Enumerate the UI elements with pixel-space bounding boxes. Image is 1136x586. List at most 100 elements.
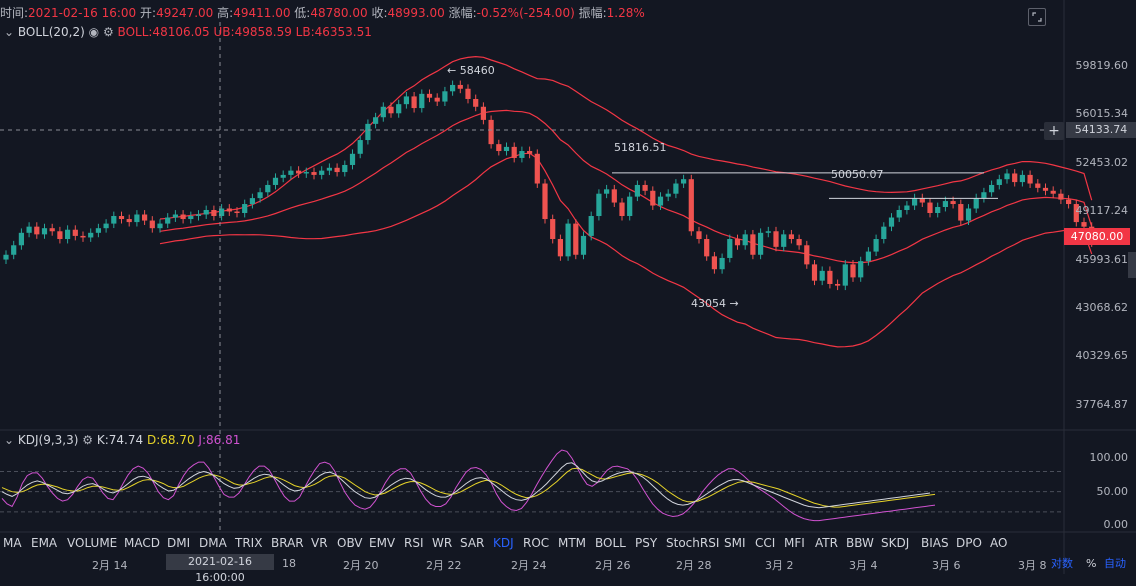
candle-body xyxy=(34,226,40,235)
indicator-macd[interactable]: MACD xyxy=(124,536,160,550)
indicator-atr[interactable]: ATR xyxy=(815,536,838,550)
candle-body xyxy=(257,192,263,199)
indicator-trix[interactable]: TRIX xyxy=(235,536,263,550)
candle-body xyxy=(557,239,563,257)
indicator-ma[interactable]: MA xyxy=(3,536,22,550)
candle-body xyxy=(919,198,925,203)
candle-body xyxy=(742,234,748,246)
fullscreen-icon[interactable] xyxy=(1028,8,1046,26)
indicator-dmi[interactable]: DMI xyxy=(167,536,191,550)
indicator-smi[interactable]: SMI xyxy=(724,536,746,550)
candle-body xyxy=(65,229,71,240)
candle-body xyxy=(727,239,733,258)
auto-scale-toggle[interactable]: 自动 xyxy=(1104,557,1126,570)
candle-body xyxy=(165,217,171,224)
boll-mid-value: BOLL:48106.05 xyxy=(117,25,210,39)
candle-body xyxy=(989,184,995,193)
indicator-bias[interactable]: BIAS xyxy=(921,536,949,550)
candle-body xyxy=(973,198,979,209)
indicator-dma[interactable]: DMA xyxy=(199,536,227,550)
percent-scale-toggle[interactable]: % xyxy=(1086,557,1097,570)
candle-body xyxy=(18,232,24,246)
indicator-obv[interactable]: OBV xyxy=(337,536,363,550)
indicator-emv[interactable]: EMV xyxy=(369,536,396,550)
candle-body xyxy=(411,96,417,109)
candle-body xyxy=(604,189,610,194)
candle-body xyxy=(719,257,725,270)
indicator-volume[interactable]: VOLUME xyxy=(67,536,118,550)
candle-body xyxy=(288,170,294,175)
candle-body xyxy=(265,184,271,193)
candle-body xyxy=(95,228,101,233)
kdj-axis-label: 0.00 xyxy=(1103,518,1129,532)
indicator-bbw[interactable]: BBW xyxy=(846,536,874,550)
last-price-badge: 47080.00 xyxy=(1064,228,1130,245)
indicator-sar[interactable]: SAR xyxy=(460,536,485,550)
time-axis-label: 3月 2 xyxy=(765,559,794,572)
indicator-dpo[interactable]: DPO xyxy=(956,536,982,550)
indicator-ema[interactable]: EMA xyxy=(31,536,58,550)
indicator-stochrsi[interactable]: StochRSI xyxy=(666,536,720,550)
add-plus-icon[interactable]: + xyxy=(1044,122,1064,140)
price-scale-handle[interactable] xyxy=(1128,252,1136,278)
candle-body xyxy=(773,231,779,247)
candle-body xyxy=(334,167,340,173)
indicator-ao[interactable]: AO xyxy=(990,536,1008,550)
candle-body xyxy=(958,204,964,221)
price-axis-label: 59819.60 xyxy=(1075,58,1129,72)
time-axis-label: 3月 4 xyxy=(849,559,878,572)
candle-body xyxy=(634,184,640,197)
indicator-mfi[interactable]: MFI xyxy=(784,536,805,550)
indicator-brar[interactable]: BRAR xyxy=(271,536,304,550)
indicator-mtm[interactable]: MTM xyxy=(558,536,587,550)
kdj-settings-gear-icon[interactable]: ⚙ xyxy=(82,433,94,447)
candle-body xyxy=(673,183,679,194)
indicator-rsi[interactable]: RSI xyxy=(404,536,424,550)
change-value: -0.52%(-254.00) xyxy=(476,6,575,20)
indicator-boll[interactable]: BOLL xyxy=(595,536,626,550)
indicator-cci[interactable]: CCI xyxy=(755,536,776,550)
log-scale-toggle[interactable]: 对数 xyxy=(1051,557,1073,570)
level-label-2: 50050.07 xyxy=(831,168,884,181)
candle-body xyxy=(888,217,895,227)
kdj-j-value: J:86.81 xyxy=(198,433,241,447)
candle-body xyxy=(565,223,571,257)
chart-canvas[interactable] xyxy=(0,0,1136,574)
candle-body xyxy=(904,205,910,210)
candle-body xyxy=(72,229,78,236)
indicator-kdj[interactable]: KDJ xyxy=(493,536,514,550)
indicator-roc[interactable]: ROC xyxy=(523,536,550,550)
crosshair-price-badge: 54133.74 xyxy=(1066,122,1136,138)
candle-body xyxy=(296,170,302,174)
candle-body xyxy=(242,204,248,213)
boll-boll-line xyxy=(159,109,1093,264)
candle-body xyxy=(188,216,194,220)
candle-body xyxy=(126,219,132,223)
candle-body xyxy=(550,219,556,240)
kdj-collapse-chevron-icon[interactable]: ⌄ xyxy=(4,433,15,447)
collapse-chevron-icon[interactable]: ⌄ xyxy=(4,25,15,39)
candle-body xyxy=(488,119,494,145)
candle-body xyxy=(442,91,448,102)
kdj-d-value: D:68.70 xyxy=(146,433,195,447)
candle-body xyxy=(326,167,332,171)
candle-body xyxy=(896,209,902,218)
candle-body xyxy=(858,261,864,278)
price-axis-label: 52453.02 xyxy=(1075,155,1129,169)
candle-body xyxy=(573,223,579,255)
settings-gear-icon[interactable]: ⚙ xyxy=(102,25,114,39)
kdj-name: KDJ(9,3,3) xyxy=(17,433,79,447)
indicator-psy[interactable]: PSY xyxy=(635,536,658,550)
indicator-skdj[interactable]: SKDJ xyxy=(881,536,910,550)
visibility-eye-icon[interactable]: ◉ xyxy=(88,25,100,39)
indicator-wr[interactable]: WR xyxy=(432,536,453,550)
indicator-vr[interactable]: VR xyxy=(311,536,328,550)
candle-body xyxy=(134,214,140,223)
candle-body xyxy=(704,239,710,257)
time-axis-label: 2月 20 xyxy=(343,559,379,572)
low-annotation: 43054 → xyxy=(691,297,739,310)
candle-body xyxy=(49,228,55,232)
time-axis-label: 18 xyxy=(282,557,296,570)
candle-body xyxy=(950,201,956,205)
